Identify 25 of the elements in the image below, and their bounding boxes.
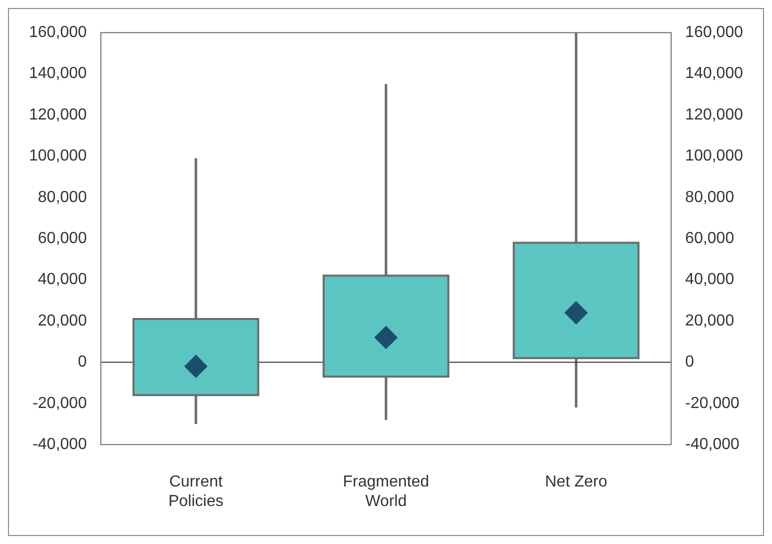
y-tick-label: 120,000	[28, 106, 87, 124]
y2-tick-label: 60,000	[685, 230, 734, 248]
y-tick-label: 160,000	[28, 24, 87, 42]
y-tick-label: -40,000	[32, 436, 87, 454]
y2-tick-label: 120,000	[685, 106, 744, 124]
x-tick-label: Net Zero	[544, 474, 608, 491]
y-tick-label: 20,000	[38, 312, 87, 330]
y2-tick-label: 80,000	[685, 188, 734, 206]
y2-tick-label: 20,000	[685, 312, 734, 330]
y2-tick-label: 140,000	[685, 65, 744, 82]
y2-tick-label: -20,000	[685, 394, 740, 412]
y2-tick-label: 0	[685, 354, 694, 371]
y2-tick-label: 100,000	[685, 148, 744, 165]
x-tick-label: Fragmented World	[342, 474, 430, 510]
y-tick-label: 100,000	[28, 148, 87, 165]
x-tick-label: Current Policies	[168, 474, 224, 510]
y-tick-label: 60,000	[38, 230, 87, 248]
y2-tick-label: 160,000	[685, 24, 744, 42]
y-tick-label: 80,000	[38, 188, 87, 206]
y-tick-label: 0	[78, 354, 87, 371]
y-tick-label: -20,000	[32, 394, 87, 412]
y-tick-label: 140,000	[28, 65, 87, 82]
y2-tick-label: 40,000	[685, 271, 734, 288]
y2-tick-label: -40,000	[685, 436, 740, 454]
y-tick-label: 40,000	[38, 271, 87, 288]
